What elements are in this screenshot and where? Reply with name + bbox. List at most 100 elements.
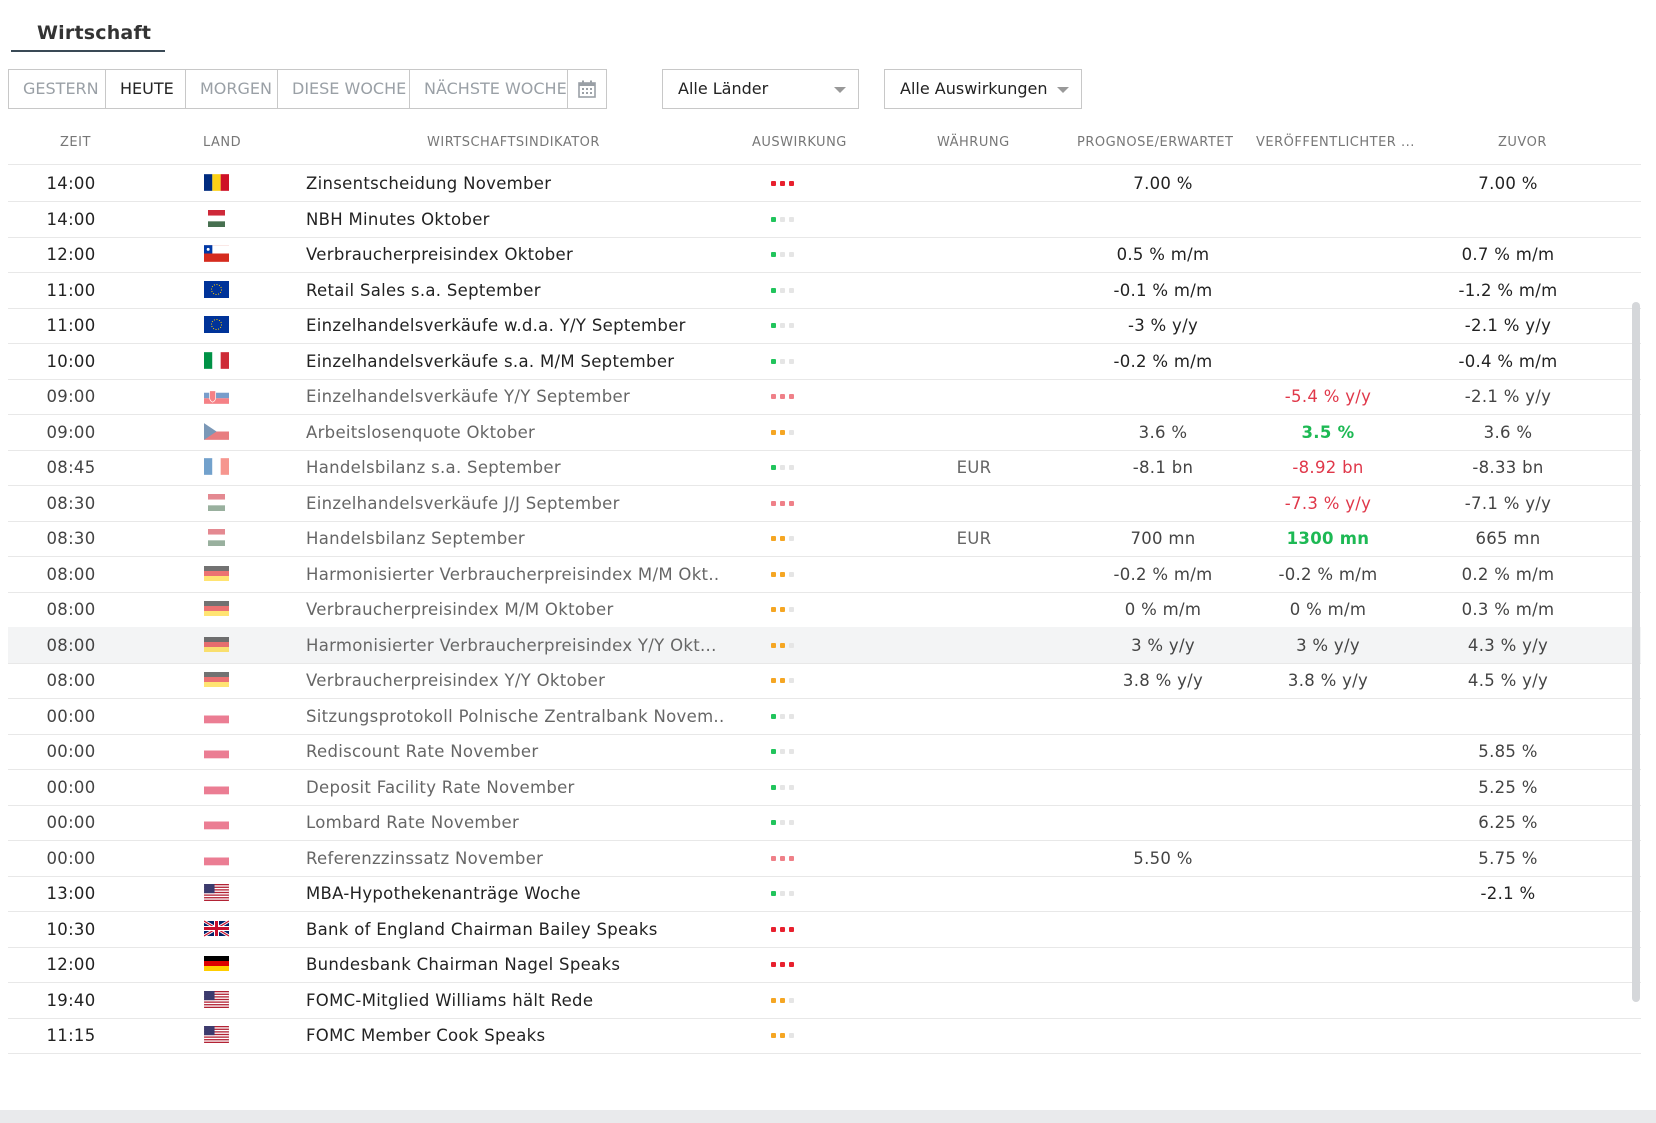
impact-indicator [771, 784, 794, 790]
event-indicator[interactable]: Einzelhandelsverkäufe w.d.a. Y/Y Septemb… [306, 316, 686, 335]
event-indicator[interactable]: NBH Minutes Oktober [306, 209, 490, 229]
column-header-published[interactable]: VERÖFFENTLICHTER ... [1256, 135, 1415, 150]
impact-dot [789, 855, 794, 861]
event-indicator[interactable]: Deposit Facility Rate November [306, 777, 575, 797]
impact-dot [771, 358, 776, 364]
event-published: 3.8 % y/y [1287, 671, 1369, 690]
impact-dot [789, 713, 794, 719]
event-indicator[interactable]: Lombard Rate November [306, 813, 520, 832]
impact-dot [789, 749, 794, 754]
impact-dot [771, 429, 776, 435]
impact-dot [780, 607, 785, 612]
column-header-time[interactable]: ZEIT [60, 135, 91, 150]
event-forecast: 0.5 % m/m [1116, 245, 1210, 264]
poland-flag-icon [204, 707, 229, 724]
column-header-indicator[interactable]: WIRTSCHAFTSINDIKATOR [427, 135, 600, 150]
table-row[interactable]: 09:00 Einzelhandelsverkäufe Y/Y September… [8, 378, 1641, 415]
event-indicator[interactable]: FOMC Member Cook Speaks [306, 1026, 546, 1045]
event-indicator[interactable]: Harmonisierter Verbraucherpreisindex Y/Y… [306, 635, 717, 655]
table-row[interactable]: 11:00 Einzelhandelsverkäufe w.d.a. Y/Y Se… [8, 307, 1641, 344]
poland-flag-icon [204, 849, 229, 866]
event-published [1248, 343, 1408, 380]
tab-naechste-woche[interactable]: NÄCHSTE WOCHE [410, 70, 568, 108]
event-indicator[interactable]: Bank of England Chairman Bailey Speaks [306, 919, 658, 939]
table-row[interactable]: 19:40 FOMC-Mitglied Williams hält Rede [8, 982, 1641, 1019]
table-row[interactable]: 08:00 Harmonisierter Verbraucherpreisinde… [8, 626, 1641, 664]
tab-morgen[interactable]: MORGEN [186, 70, 278, 108]
impact-dot [789, 1033, 794, 1038]
event-indicator[interactable]: Einzelhandelsverkäufe Y/Y September [306, 387, 631, 406]
column-header-country[interactable]: LAND [203, 135, 242, 150]
tab-gestern[interactable]: GESTERN [9, 70, 106, 108]
event-indicator[interactable]: Handelsbilanz s.a. September [306, 458, 561, 477]
event-published: -5.4 % y/y [1284, 387, 1372, 406]
event-indicator[interactable]: Referenzzinssatz November [306, 848, 544, 868]
event-forecast: 3 % y/y [1131, 635, 1195, 655]
tab-heute[interactable]: HEUTE [106, 70, 186, 108]
table-row[interactable]: 00:00 Referenzzinssatz November 5.50 % 5.75… [8, 840, 1641, 877]
table-row[interactable]: 10:00 Einzelhandelsverkäufe s.a. M/M Sept… [8, 343, 1641, 380]
impact-dot [771, 571, 776, 577]
event-published [1248, 698, 1408, 735]
country-select[interactable]: Alle Länder [662, 69, 859, 109]
impact-dot [780, 642, 785, 648]
table-row[interactable]: 00:00 Sitzungsprotokoll Polnische Zentral… [8, 698, 1641, 735]
event-indicator[interactable]: Bundesbank Chairman Nagel Speaks [306, 955, 621, 974]
table-row[interactable]: 13:00 MBA-Hypothekenanträge Woche -2.1 % [8, 875, 1641, 912]
event-indicator[interactable]: Handelsbilanz September [306, 529, 525, 548]
event-indicator[interactable]: Zinsentscheidung November [306, 174, 552, 193]
column-header-previous[interactable]: ZUVOR [1498, 135, 1547, 150]
event-indicator[interactable]: Retail Sales s.a. September [306, 280, 541, 300]
germany-flag-icon [204, 671, 229, 688]
event-indicator[interactable]: Arbeitslosenquote Oktober [306, 422, 536, 442]
impact-indicator [771, 713, 794, 719]
impact-dot [789, 394, 794, 399]
table-row[interactable]: 08:45 Handelsbilanz s.a. September EUR -8.1… [8, 449, 1641, 486]
event-indicator[interactable]: Einzelhandelsverkäufe s.a. M/M September [306, 351, 675, 371]
table-row[interactable]: 08:00 Harmonisierter Verbraucherpreisinde… [8, 556, 1641, 593]
table-row[interactable]: 08:30 Einzelhandelsverkäufe J/J September… [8, 485, 1641, 522]
table-row[interactable]: 12:00 Bundesbank Chairman Nagel Speaks [8, 946, 1641, 983]
table-row[interactable]: 11:00 Retail Sales s.a. September -0.1 % m… [8, 272, 1641, 309]
table-row[interactable]: 11:15 FOMC Member Cook Speaks [8, 1017, 1641, 1054]
event-indicator[interactable]: MBA-Hypothekenanträge Woche [306, 884, 581, 903]
event-indicator[interactable]: Harmonisierter Verbraucherpreisindex M/M… [306, 564, 720, 584]
table-row[interactable]: 14:00 Zinsentscheidung November 7.00 % 7.00… [8, 165, 1641, 202]
calendar-button[interactable] [568, 70, 606, 108]
vertical-scrollbar[interactable] [1632, 302, 1640, 1002]
table-row[interactable]: 08:00 Verbraucherpreisindex Y/Y Oktober 3.… [8, 662, 1641, 699]
table-row[interactable]: 00:00 Lombard Rate November 6.25 % [8, 804, 1641, 841]
impact-dot [780, 216, 785, 222]
event-indicator[interactable]: Sitzungsprotokoll Polnische Zentralbank … [306, 706, 725, 726]
impact-select[interactable]: Alle Auswirkungen [884, 69, 1082, 109]
impact-dot [780, 891, 785, 896]
event-indicator[interactable]: FOMC-Mitglied Williams hält Rede [306, 990, 594, 1010]
event-currency [944, 769, 1004, 806]
event-time: 08:30 [46, 529, 96, 548]
table-row[interactable]: 14:00 NBH Minutes Oktober [8, 201, 1641, 238]
column-header-forecast[interactable]: PROGNOSE/ERWARTET [1077, 135, 1234, 150]
table-row[interactable]: 08:30 Handelsbilanz September EUR 700 mn 130… [8, 520, 1641, 557]
impact-indicator [771, 962, 794, 967]
table-row[interactable]: 00:00 Deposit Facility Rate November 5.25 … [8, 769, 1641, 806]
table-row[interactable]: 10:30 Bank of England Chairman Bailey Spe… [8, 911, 1641, 948]
table-row[interactable]: 12:00 Verbraucherpreisindex Oktober 0.5 % … [8, 236, 1641, 273]
tab-diese-woche[interactable]: DIESE WOCHE [278, 70, 410, 108]
impact-dot [780, 997, 785, 1003]
event-indicator[interactable]: Rediscount Rate November [306, 742, 539, 761]
table-row[interactable]: 00:00 Rediscount Rate November 5.85 % [8, 733, 1641, 770]
country-select-value: Alle Länder [678, 79, 769, 98]
event-forecast [1088, 733, 1238, 770]
column-header-impact[interactable]: AUSWIRKUNG [752, 135, 847, 150]
event-currency [944, 378, 1004, 415]
event-indicator[interactable]: Verbraucherpreisindex Y/Y Oktober [306, 671, 606, 690]
table-row[interactable]: 09:00 Arbeitslosenquote Oktober 3.6 % 3.5 %… [8, 414, 1641, 451]
event-published: 3.5 % [1301, 422, 1355, 442]
column-header-currency[interactable]: WÄHRUNG [937, 135, 1010, 150]
hungary-flag-icon [204, 493, 229, 511]
event-indicator[interactable]: Verbraucherpreisindex Oktober [306, 245, 574, 264]
event-indicator[interactable]: Verbraucherpreisindex M/M Oktober [306, 600, 614, 619]
table-row[interactable]: 08:00 Verbraucherpreisindex M/M Oktober 0 … [8, 591, 1641, 628]
event-indicator[interactable]: Einzelhandelsverkäufe J/J September [306, 493, 620, 513]
event-published: -0.2 % m/m [1278, 564, 1378, 584]
